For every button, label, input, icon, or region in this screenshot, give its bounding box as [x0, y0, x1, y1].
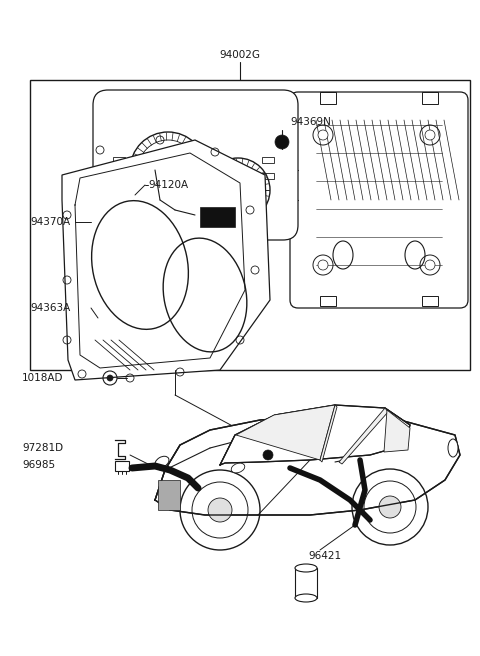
- Bar: [262, 173, 274, 179]
- Text: 94120A: 94120A: [148, 180, 188, 190]
- Circle shape: [379, 496, 401, 518]
- Polygon shape: [220, 405, 410, 465]
- Text: 96985: 96985: [22, 460, 55, 470]
- Circle shape: [263, 450, 273, 460]
- Circle shape: [425, 260, 435, 270]
- Bar: [115, 461, 129, 471]
- Bar: [158, 480, 180, 510]
- Text: 94002G: 94002G: [219, 50, 261, 60]
- Bar: [295, 568, 317, 598]
- Circle shape: [107, 375, 113, 381]
- Text: 94363A: 94363A: [30, 303, 70, 313]
- Bar: [30, 80, 470, 370]
- Bar: [113, 173, 125, 179]
- Circle shape: [164, 166, 172, 174]
- Bar: [320, 92, 336, 104]
- Text: 96421: 96421: [308, 551, 341, 561]
- FancyBboxPatch shape: [93, 90, 298, 240]
- Bar: [422, 296, 438, 306]
- Bar: [200, 207, 235, 227]
- Bar: [113, 157, 125, 163]
- Ellipse shape: [295, 564, 317, 572]
- Circle shape: [425, 130, 435, 140]
- Text: 97281D: 97281D: [22, 443, 63, 453]
- Polygon shape: [236, 405, 335, 460]
- Polygon shape: [339, 408, 388, 464]
- Polygon shape: [320, 405, 337, 462]
- Ellipse shape: [448, 439, 458, 457]
- Ellipse shape: [155, 457, 169, 468]
- Circle shape: [235, 187, 241, 193]
- Text: 94370A: 94370A: [30, 217, 70, 227]
- Bar: [138, 223, 150, 233]
- Ellipse shape: [295, 594, 317, 602]
- Bar: [262, 157, 274, 163]
- FancyBboxPatch shape: [290, 92, 468, 308]
- Circle shape: [275, 135, 289, 149]
- Bar: [320, 296, 336, 306]
- Bar: [242, 223, 254, 233]
- Polygon shape: [384, 410, 410, 452]
- Bar: [422, 92, 438, 104]
- Ellipse shape: [231, 463, 245, 473]
- Text: 1018AD: 1018AD: [22, 373, 63, 383]
- Circle shape: [318, 130, 328, 140]
- Text: 94369N: 94369N: [290, 117, 331, 127]
- Circle shape: [318, 260, 328, 270]
- Polygon shape: [62, 140, 270, 380]
- Circle shape: [208, 498, 232, 522]
- Polygon shape: [155, 415, 460, 515]
